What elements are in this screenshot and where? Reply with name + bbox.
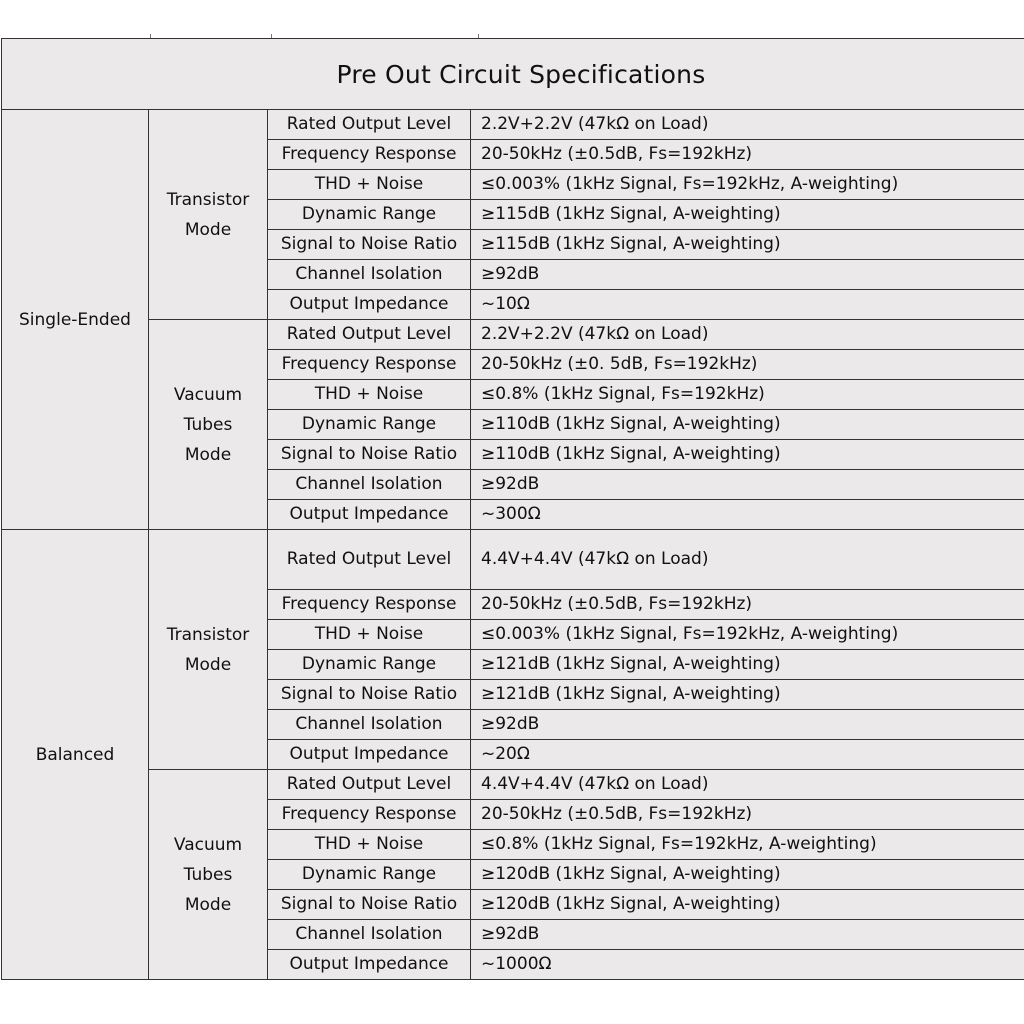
table-row: Output Impedance ~300Ω xyxy=(2,499,1024,530)
spec-value: ≥121dB (1kHz Signal, A-weighting) xyxy=(470,679,1024,710)
tick xyxy=(271,34,272,38)
spec-name: Rated Output Level xyxy=(267,769,471,800)
table-row: Vacuum Tubes Mode Rated Output Level 2.2V+… xyxy=(2,319,1024,530)
tick xyxy=(150,34,151,38)
spec-name: THD + Noise xyxy=(267,619,471,650)
table-row: Channel Isolation ≥92dB xyxy=(2,259,1024,290)
spec-name: Output Impedance xyxy=(267,739,471,770)
spec-value: 20-50kHz (±0.5dB, Fs=192kHz) xyxy=(470,139,1024,170)
spec-value: ≥92dB xyxy=(470,919,1024,950)
table-row: Vacuum Tubes Mode Rated Output Level 4.4V+… xyxy=(2,769,1024,980)
spec-value: ≥110dB (1kHz Signal, A-weighting) xyxy=(470,409,1024,440)
spec-name: Signal to Noise Ratio xyxy=(267,889,471,920)
spec-name: Frequency Response xyxy=(267,139,471,170)
spec-name: Dynamic Range xyxy=(267,409,471,440)
spec-name: Output Impedance xyxy=(267,289,471,320)
spec-value: 20-50kHz (±0. 5dB, Fs=192kHz) xyxy=(470,349,1024,380)
spec-name: Frequency Response xyxy=(267,799,471,830)
spec-value: 20-50kHz (±0.5dB, Fs=192kHz) xyxy=(470,589,1024,620)
spec-name: THD + Noise xyxy=(267,379,471,410)
table-row: Frequency Response 20-50kHz (±0.5dB, Fs=1… xyxy=(2,589,1024,620)
mode-label: Vacuum Tubes Mode xyxy=(148,319,268,530)
table-row: Dynamic Range ≥110dB (1kHz Signal, A-weig… xyxy=(2,409,1024,440)
table-row: Channel Isolation ≥92dB xyxy=(2,469,1024,500)
spec-value: ≥92dB xyxy=(470,259,1024,290)
section-label: Single-Ended xyxy=(1,109,149,530)
spec-value: ~20Ω xyxy=(470,739,1024,770)
spec-name: Output Impedance xyxy=(267,949,471,980)
spec-value: ≥115dB (1kHz Signal, A-weighting) xyxy=(470,229,1024,260)
spec-name: Signal to Noise Ratio xyxy=(267,229,471,260)
table-row: Dynamic Range ≥115dB (1kHz Signal, A-weig… xyxy=(2,199,1024,230)
table-row: Balanced Transistor Mode Rated Output Leve… xyxy=(1,529,1024,980)
mode-label: Vacuum Tubes Mode xyxy=(148,769,268,980)
spec-name: Frequency Response xyxy=(267,349,471,380)
spec-value: ~10Ω xyxy=(470,289,1024,320)
spec-name: Output Impedance xyxy=(267,499,471,530)
spec-value: ≥92dB xyxy=(470,469,1024,500)
spec-value: ≥115dB (1kHz Signal, A-weighting) xyxy=(470,199,1024,230)
spec-value: ≤0.8% (1kHz Signal, Fs=192kHz) xyxy=(470,379,1024,410)
spec-value: ≤0.003% (1kHz Signal, Fs=192kHz, A-weigh… xyxy=(470,169,1024,200)
spec-name: Signal to Noise Ratio xyxy=(267,679,471,710)
mode-label: Transistor Mode xyxy=(148,109,268,320)
specs-table: Pre Out Circuit Specifications Single-En… xyxy=(1,38,1024,980)
spec-value: 2.2V+2.2V (47kΩ on Load) xyxy=(470,109,1024,140)
table-row: Single-Ended Transistor Mode Rated Output … xyxy=(1,109,1024,530)
spec-value: ~1000Ω xyxy=(470,949,1024,980)
spec-name: Frequency Response xyxy=(267,589,471,620)
table-row: Signal to Noise Ratio ≥115dB (1kHz Signal… xyxy=(2,229,1024,260)
spec-value: ≥121dB (1kHz Signal, A-weighting) xyxy=(470,649,1024,680)
spec-name: Dynamic Range xyxy=(267,649,471,680)
spec-name: Dynamic Range xyxy=(267,199,471,230)
table-row: Frequency Response 20-50kHz (±0. 5dB, Fs=… xyxy=(2,349,1024,380)
table-row: THD + Noise ≤0.003% (1kHz Signal, Fs=192k… xyxy=(2,619,1024,650)
spec-name: THD + Noise xyxy=(267,169,471,200)
tick xyxy=(478,34,479,38)
table-row: Channel Isolation ≥92dB xyxy=(2,709,1024,740)
column-ticks xyxy=(0,34,1024,38)
table-row: Frequency Response 20-50kHz (±0.5dB, Fs=1… xyxy=(2,139,1024,170)
table-row: Signal to Noise Ratio ≥110dB (1kHz Signal… xyxy=(2,439,1024,470)
mode-label: Transistor Mode xyxy=(148,529,268,770)
spec-value: ≤0.8% (1kHz Signal, Fs=192kHz, A-weighti… xyxy=(470,829,1024,860)
table-row: Signal to Noise Ratio ≥121dB (1kHz Signal… xyxy=(2,679,1024,710)
spec-value: ≥92dB xyxy=(470,709,1024,740)
table-row: Channel Isolation ≥92dB xyxy=(2,919,1024,950)
spec-name: Rated Output Level xyxy=(267,529,471,590)
spec-value: 4.4V+4.4V (47kΩ on Load) xyxy=(470,529,1024,590)
spec-name: THD + Noise xyxy=(267,829,471,860)
spec-name: Signal to Noise Ratio xyxy=(267,439,471,470)
spec-name: Channel Isolation xyxy=(267,709,471,740)
section-label: Balanced xyxy=(1,529,149,980)
table-row: Output Impedance ~1000Ω xyxy=(2,949,1024,980)
spec-value: 20-50kHz (±0.5dB, Fs=192kHz) xyxy=(470,799,1024,830)
spec-value: 2.2V+2.2V (47kΩ on Load) xyxy=(470,319,1024,350)
spec-name: Channel Isolation xyxy=(267,919,471,950)
table-row: Frequency Response 20-50kHz (±0.5dB, Fs=1… xyxy=(2,799,1024,830)
spec-name: Rated Output Level xyxy=(267,109,471,140)
spec-value: ≥120dB (1kHz Signal, A-weighting) xyxy=(470,859,1024,890)
spec-name: Channel Isolation xyxy=(267,469,471,500)
table-title: Pre Out Circuit Specifications xyxy=(1,38,1024,110)
spec-name: Channel Isolation xyxy=(267,259,471,290)
spec-value: ~300Ω xyxy=(470,499,1024,530)
table-row: THD + Noise ≤0.8% (1kHz Signal, Fs=192kHz… xyxy=(2,829,1024,860)
spec-name: Rated Output Level xyxy=(267,319,471,350)
spec-name: Dynamic Range xyxy=(267,859,471,890)
spec-value: ≤0.003% (1kHz Signal, Fs=192kHz, A-weigh… xyxy=(470,619,1024,650)
spec-value: ≥110dB (1kHz Signal, A-weighting) xyxy=(470,439,1024,470)
spec-value: ≥120dB (1kHz Signal, A-weighting) xyxy=(470,889,1024,920)
table-row: Output Impedance ~20Ω xyxy=(2,739,1024,770)
spec-value: 4.4V+4.4V (47kΩ on Load) xyxy=(470,769,1024,800)
